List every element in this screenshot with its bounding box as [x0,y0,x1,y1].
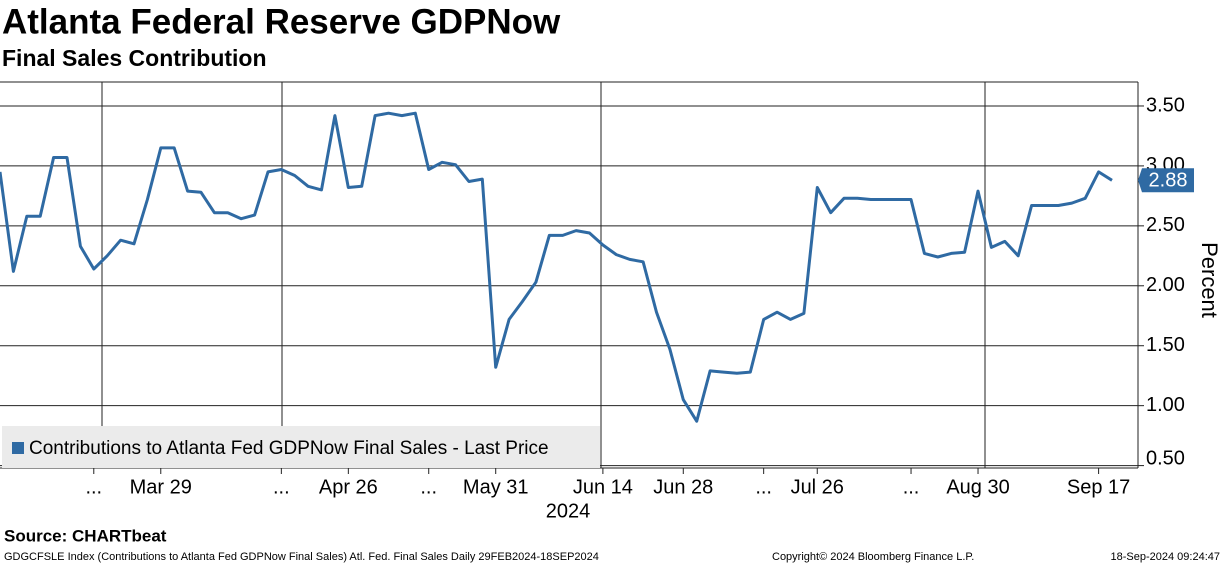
y-tick-label: 2.50 [1146,214,1185,236]
x-tick-label: ... [420,476,437,498]
footer-left: GDGCFSLE Index (Contributions to Atlanta… [4,551,599,563]
y-tick-label: 1.00 [1146,394,1185,416]
y-tick-label: 1.50 [1146,334,1185,356]
footer-center: Copyright© 2024 Bloomberg Finance L.P. [772,551,974,563]
last-value-tag [1138,168,1194,193]
legend: Contributions to Atlanta Fed GDPNow Fina… [2,426,600,468]
x-tick-label: ... [755,476,772,498]
y-tick-label: 0.50 [1146,447,1185,469]
footer-right: 18-Sep-2024 09:24:47 [1111,551,1220,563]
chart-subtitle: Final Sales Contribution [2,45,267,71]
source: Source: CHARTbeat [4,526,167,545]
x-tick-label: ... [903,476,920,498]
x-tick-label: ... [273,476,290,498]
x-tick-label: ... [85,476,102,498]
x-tick-label: Jun 14 [573,476,633,498]
vertical-grid [101,82,986,468]
y-tick-label: 2.00 [1146,274,1185,296]
x-tick-label: Jul 26 [791,476,844,498]
x-tick-label: Mar 29 [130,476,192,498]
legend-box [2,426,600,468]
x-year-label: 2024 [546,500,591,522]
x-tick-label: Jun 28 [653,476,713,498]
chart-title: Atlanta Federal Reserve GDPNow [2,2,561,41]
x-tick-label: Aug 30 [946,476,1009,498]
legend-swatch [12,442,24,454]
x-tick-label: May 31 [463,476,529,498]
y-axis-label: Percent [1197,242,1222,318]
x-tick-label: Sep 17 [1067,476,1130,498]
last-value-label: 2.88 [1149,170,1188,192]
y-tick-label: 3.50 [1146,94,1185,116]
series-line [0,111,1113,423]
legend-label: Contributions to Atlanta Fed GDPNow Fina… [29,438,549,459]
x-tick-label: Apr 26 [319,476,378,498]
